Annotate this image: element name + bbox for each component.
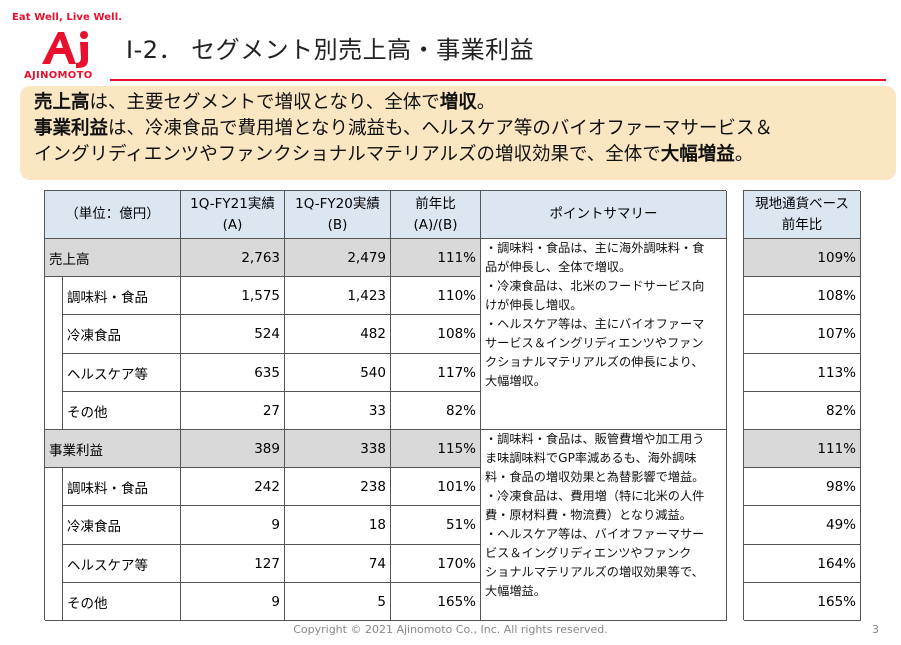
header-fy21: 1Q-FY21実績 (A) (181, 191, 285, 239)
note-line: ・ヘルスケア等は、バイオファーマサー (485, 527, 705, 541)
cell-fy21: 389 (181, 430, 285, 468)
note-line: クショナルマテリアルズの伸長により、 (485, 355, 704, 369)
row-label: ヘルスケア等 (63, 545, 181, 583)
cell-fy21: 2,763 (181, 239, 285, 277)
cell-yoy: 82% (391, 392, 481, 430)
cell-yoy: 111% (391, 239, 481, 277)
header-yoy: 前年比 (A)/(B) (391, 191, 481, 239)
note-line: 料・食品の増収効果と為替影響で増益。 (485, 470, 705, 484)
cell-fy20: 33 (285, 392, 391, 430)
row-label: その他 (63, 392, 181, 430)
cell-fy20: 1,423 (285, 277, 391, 315)
cell-fy20: 482 (285, 315, 391, 354)
cell-yoy: 115% (391, 430, 481, 468)
note-line: ま味調味料でGP率減あるも、海外調味 (485, 451, 697, 465)
note-line: ・冷凍食品は、北米のフードサービス向 (485, 279, 705, 293)
page-number: 3 (872, 623, 879, 636)
row-label: 売上高 (45, 239, 181, 277)
indent-gutter (45, 468, 63, 506)
cell-local: 164% (744, 545, 861, 583)
note-line: ビス＆イングリディエンツやファンク (485, 546, 692, 560)
note-line: 大幅増収。 (485, 374, 546, 388)
cell-fy20: 338 (285, 430, 391, 468)
summary-line-1: 売上高は、主要セグメントで増収となり、全体で増収。 (34, 92, 496, 113)
cell-fy20: 540 (285, 354, 391, 392)
indent-gutter (45, 277, 63, 315)
note-line: けが伸長し増収。 (485, 298, 583, 312)
header-unit: （単位：億円） (45, 191, 181, 239)
note-line: ・調味料・食品は、主に海外調味料・食 (485, 241, 705, 255)
row-label: その他 (63, 583, 181, 621)
cell-local: 49% (744, 506, 861, 545)
cell-fy21: 1,575 (181, 277, 285, 315)
cell-fy21: 9 (181, 506, 285, 545)
row-label: 調味料・食品 (63, 277, 181, 315)
cell-yoy: 117% (391, 354, 481, 392)
note-line: ・調味料・食品は、販管費増や加工用う (485, 432, 705, 446)
row-label: 冷凍食品 (63, 506, 181, 545)
row-label: 調味料・食品 (63, 468, 181, 506)
cell-local: 107% (744, 315, 861, 354)
indent-gutter (45, 506, 63, 545)
cell-fy21: 524 (181, 315, 285, 354)
title-divider (110, 79, 886, 81)
ajinomoto-logo-icon (42, 31, 88, 68)
note-line: 品が伸長し、全体で増収。 (485, 260, 632, 274)
row-label: ヘルスケア等 (63, 354, 181, 392)
indent-gutter (45, 545, 63, 583)
row-label: 冷凍食品 (63, 315, 181, 354)
note-line: ショナルマテリアルズの増収効果等で、 (485, 565, 704, 579)
cell-local: 111% (744, 430, 861, 468)
note-line: ・冷凍食品は、費用増（特に北米の人件 (485, 489, 705, 503)
points-sales: ・調味料・食品は、主に海外調味料・食 品が伸長し、全体で増収。・冷凍食品は、北米の… (481, 239, 727, 430)
copyright: Copyright © 2021 Ajinomoto Co., Inc. All… (293, 623, 608, 636)
cell-local: 109% (744, 239, 861, 277)
local-currency-table: 現地通貨ベース 前年比 109% 108% 107% 113% 82% 111% 98% 49%… (743, 190, 861, 621)
indent-gutter (45, 354, 63, 392)
summary-line-2: 事業利益は、冷凍食品で費用増となり減益も、ヘルスケア等のバイオファーマサービス＆ (34, 118, 773, 139)
cell-fy21: 635 (181, 354, 285, 392)
indent-gutter (45, 315, 63, 354)
cell-fy21: 127 (181, 545, 285, 583)
note-line: 費・原材料費・物流費）となり減益。 (485, 508, 692, 522)
cell-fy20: 238 (285, 468, 391, 506)
cell-yoy: 165% (391, 583, 481, 621)
cell-fy21: 242 (181, 468, 285, 506)
cell-local: 82% (744, 392, 861, 430)
header-local: 現地通貨ベース 前年比 (744, 191, 861, 239)
cell-yoy: 101% (391, 468, 481, 506)
summary-text: 売上高は、主要セグメントで増収となり、全体で増収。 事業利益は、冷凍食品で費用増… (34, 90, 773, 168)
cell-fy21: 27 (181, 392, 285, 430)
cell-fy20: 2,479 (285, 239, 391, 277)
cell-yoy: 170% (391, 545, 481, 583)
cell-local: 165% (744, 583, 861, 621)
cell-yoy: 110% (391, 277, 481, 315)
row-label: 事業利益 (45, 430, 181, 468)
header-points: ポイントサマリー (481, 191, 727, 239)
note-line: サービス＆イングリディエンツやファン (485, 336, 704, 350)
indent-gutter (45, 583, 63, 621)
cell-fy20: 74 (285, 545, 391, 583)
cell-local: 108% (744, 277, 861, 315)
indent-gutter (45, 392, 63, 430)
cell-yoy: 108% (391, 315, 481, 354)
segment-table: （単位：億円） 1Q-FY21実績 (A) 1Q-FY20実績 (B) 前年比 (A)… (44, 190, 727, 621)
cell-fy20: 18 (285, 506, 391, 545)
header-fy20: 1Q-FY20実績 (B) (285, 191, 391, 239)
brand-tagline: Eat Well, Live Well. (12, 12, 123, 23)
cell-local: 113% (744, 354, 861, 392)
cell-fy21: 9 (181, 583, 285, 621)
brand-wordmark: AJINOMOTO (24, 70, 93, 81)
note-line: ・ヘルスケア等は、主にバイオファーマ (485, 317, 705, 331)
summary-line-3: イングリディエンツやファンクショナルマテリアルズの増収効果で、全体で大幅増益。 (34, 144, 754, 165)
summary-callout (20, 86, 896, 180)
cell-fy20: 5 (285, 583, 391, 621)
points-profit: ・調味料・食品は、販管費増や加工用う ま味調味料でGP率減あるも、海外調味 料・食品… (481, 430, 727, 621)
note-line: 大幅増益。 (485, 584, 546, 598)
slide-title: Ⅰ-2． セグメント別売上高・事業利益 (126, 36, 535, 64)
cell-local: 98% (744, 468, 861, 506)
cell-yoy: 51% (391, 506, 481, 545)
